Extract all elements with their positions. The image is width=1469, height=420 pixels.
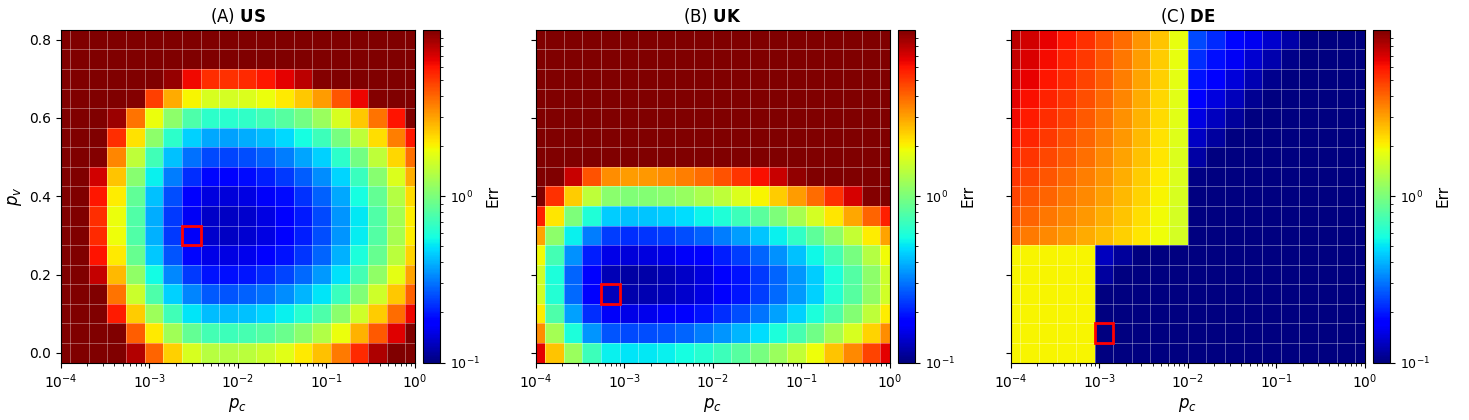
Bar [1094, 323, 1114, 343]
Y-axis label: Err: Err [1435, 185, 1450, 207]
Y-axis label: $p_v$: $p_v$ [6, 186, 24, 206]
X-axis label: $p_c$: $p_c$ [704, 396, 723, 415]
Title: (A) $\bf{US}$: (A) $\bf{US}$ [210, 5, 266, 26]
Y-axis label: Err: Err [485, 185, 501, 207]
X-axis label: $p_c$: $p_c$ [228, 396, 247, 415]
Y-axis label: Err: Err [961, 185, 975, 207]
Title: (C) $\bf{DE}$: (C) $\bf{DE}$ [1161, 5, 1216, 26]
Bar [601, 284, 620, 304]
Title: (B) $\bf{UK}$: (B) $\bf{UK}$ [683, 5, 742, 26]
Bar [182, 226, 201, 245]
X-axis label: $p_c$: $p_c$ [1178, 396, 1197, 415]
